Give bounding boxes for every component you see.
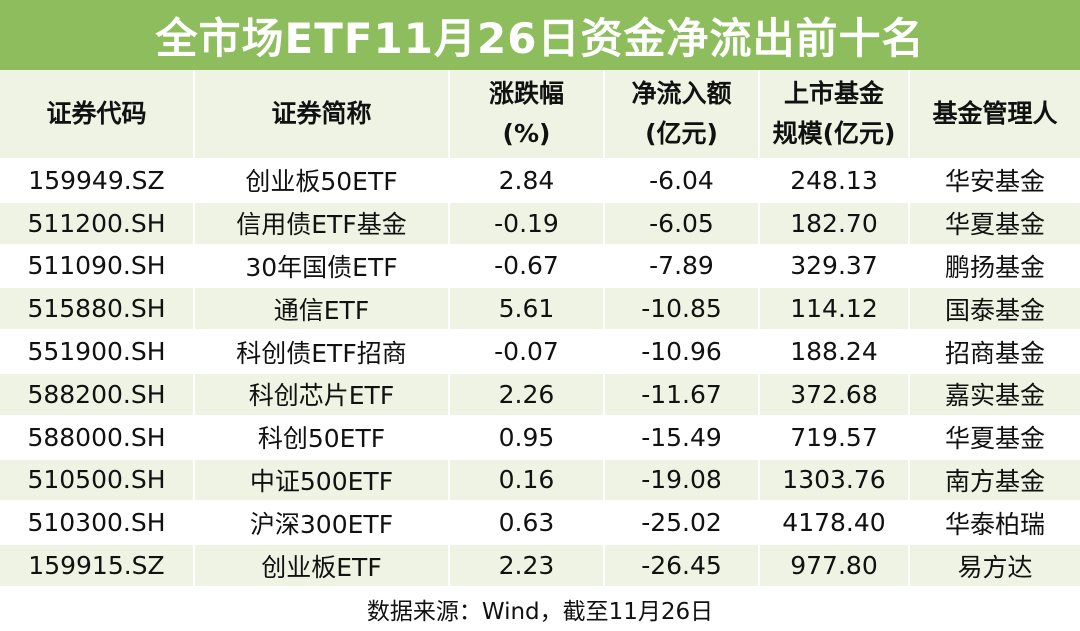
table-cell: 华夏基金 [910,417,1080,460]
table-cell: -10.96 [605,331,760,374]
table-cell: 329.37 [760,245,910,289]
table: 证券代码 证券简称 涨跌幅 (%) 净流入额 (亿元) 上市基金规模(亿元) 基金管理人 159… [0,70,1080,588]
table-cell: -11.67 [605,373,760,417]
header-line: 上市基金 [783,79,884,108]
table-cell: 信用债ETF基金 [195,202,450,246]
table-cell: 国泰基金 [910,288,1080,332]
header-line: 基金管理人 [932,99,1058,128]
table-cell: 科创债ETF招商 [195,331,450,374]
table-cell: 0.16 [450,459,605,503]
table-cell: 30年国债ETF [195,245,450,289]
table-cell: -26.45 [605,545,760,588]
table-cell: -0.07 [450,331,605,374]
table-cell: -7.89 [605,245,760,289]
table-cell: 鹏扬基金 [910,246,1080,289]
table-cell: 创业板50ETF [195,160,450,203]
table-cell: 华夏基金 [910,202,1080,246]
table-cell: 719.57 [760,416,910,460]
table-cell: 159949.SZ [0,160,195,203]
header-line: (亿元) [645,119,718,148]
table-cell: 易方达 [910,545,1080,588]
table-cell: -10.85 [605,288,760,332]
column-header: 上市基金规模(亿元) [760,70,910,160]
table-cell: 515880.SH [0,288,195,332]
header-line: 证券代码 [46,99,147,128]
table-cell: 通信ETF [195,288,450,332]
table-cell: 0.95 [450,416,605,460]
title: 全市场ETF11月26日资金净流出前十名 [0,0,1080,70]
table-cell: 510500.SH [0,459,195,503]
table-cell: -0.67 [450,245,605,289]
column-header: 证券简称 [195,70,450,160]
table-cell: 372.68 [760,373,910,417]
table-cell: 华安基金 [910,160,1080,203]
table-cell: 创业板ETF [195,545,450,588]
column-header: 基金管理人 [910,70,1080,160]
header-line: 涨跌幅 [488,79,564,108]
table-cell: 2.26 [450,373,605,417]
table-cell: 182.70 [760,202,910,246]
table-cell: -15.49 [605,416,760,460]
header-line: 净流入额 [631,79,732,108]
table-cell: 4178.40 [760,502,910,546]
column-header: 净流入额 (亿元) [605,70,760,160]
table-cell: 511090.SH [0,245,195,289]
table-cell: 159915.SZ [0,545,195,588]
table-cell: 188.24 [760,331,910,374]
table-cell: 华泰柏瑞 [910,502,1080,546]
header-line: 规模(亿元) [772,119,896,148]
table-cell: 中证500ETF [195,459,450,503]
table-cell: -6.05 [605,202,760,246]
table-cell: 511200.SH [0,202,195,246]
header-line: 证券简称 [271,99,372,128]
table-cell: 5.61 [450,288,605,332]
table-cell: 588000.SH [0,416,195,460]
table-cell: -25.02 [605,502,760,546]
table-cell: -19.08 [605,459,760,503]
table-cell: -6.04 [605,160,760,203]
table-cell: 2.84 [450,160,605,203]
table-cell: 沪深300ETF [195,502,450,546]
table-cell: 551900.SH [0,331,195,374]
table-cell: 科创50ETF [195,416,450,460]
table-cell: 510300.SH [0,502,195,546]
table-cell: 科创芯片ETF [195,373,450,417]
table-cell: 嘉实基金 [910,373,1080,417]
column-header: 证券代码 [0,70,195,160]
header-line: (%) [502,119,551,148]
table-cell: 2.23 [450,545,605,588]
table-cell: 1303.76 [760,459,910,503]
table-cell: 977.80 [760,545,910,588]
table-cell: 招商基金 [910,331,1080,374]
table-cell: 588200.SH [0,373,195,417]
table-cell: 南方基金 [910,459,1080,503]
column-header: 涨跌幅 (%) [450,70,605,160]
table-cell: 0.63 [450,502,605,546]
source-note: 数据来源：Wind，截至11月26日 [366,598,714,625]
table-cell: 248.13 [760,160,910,203]
table-cell: -0.19 [450,202,605,246]
table-cell: 114.12 [760,288,910,332]
